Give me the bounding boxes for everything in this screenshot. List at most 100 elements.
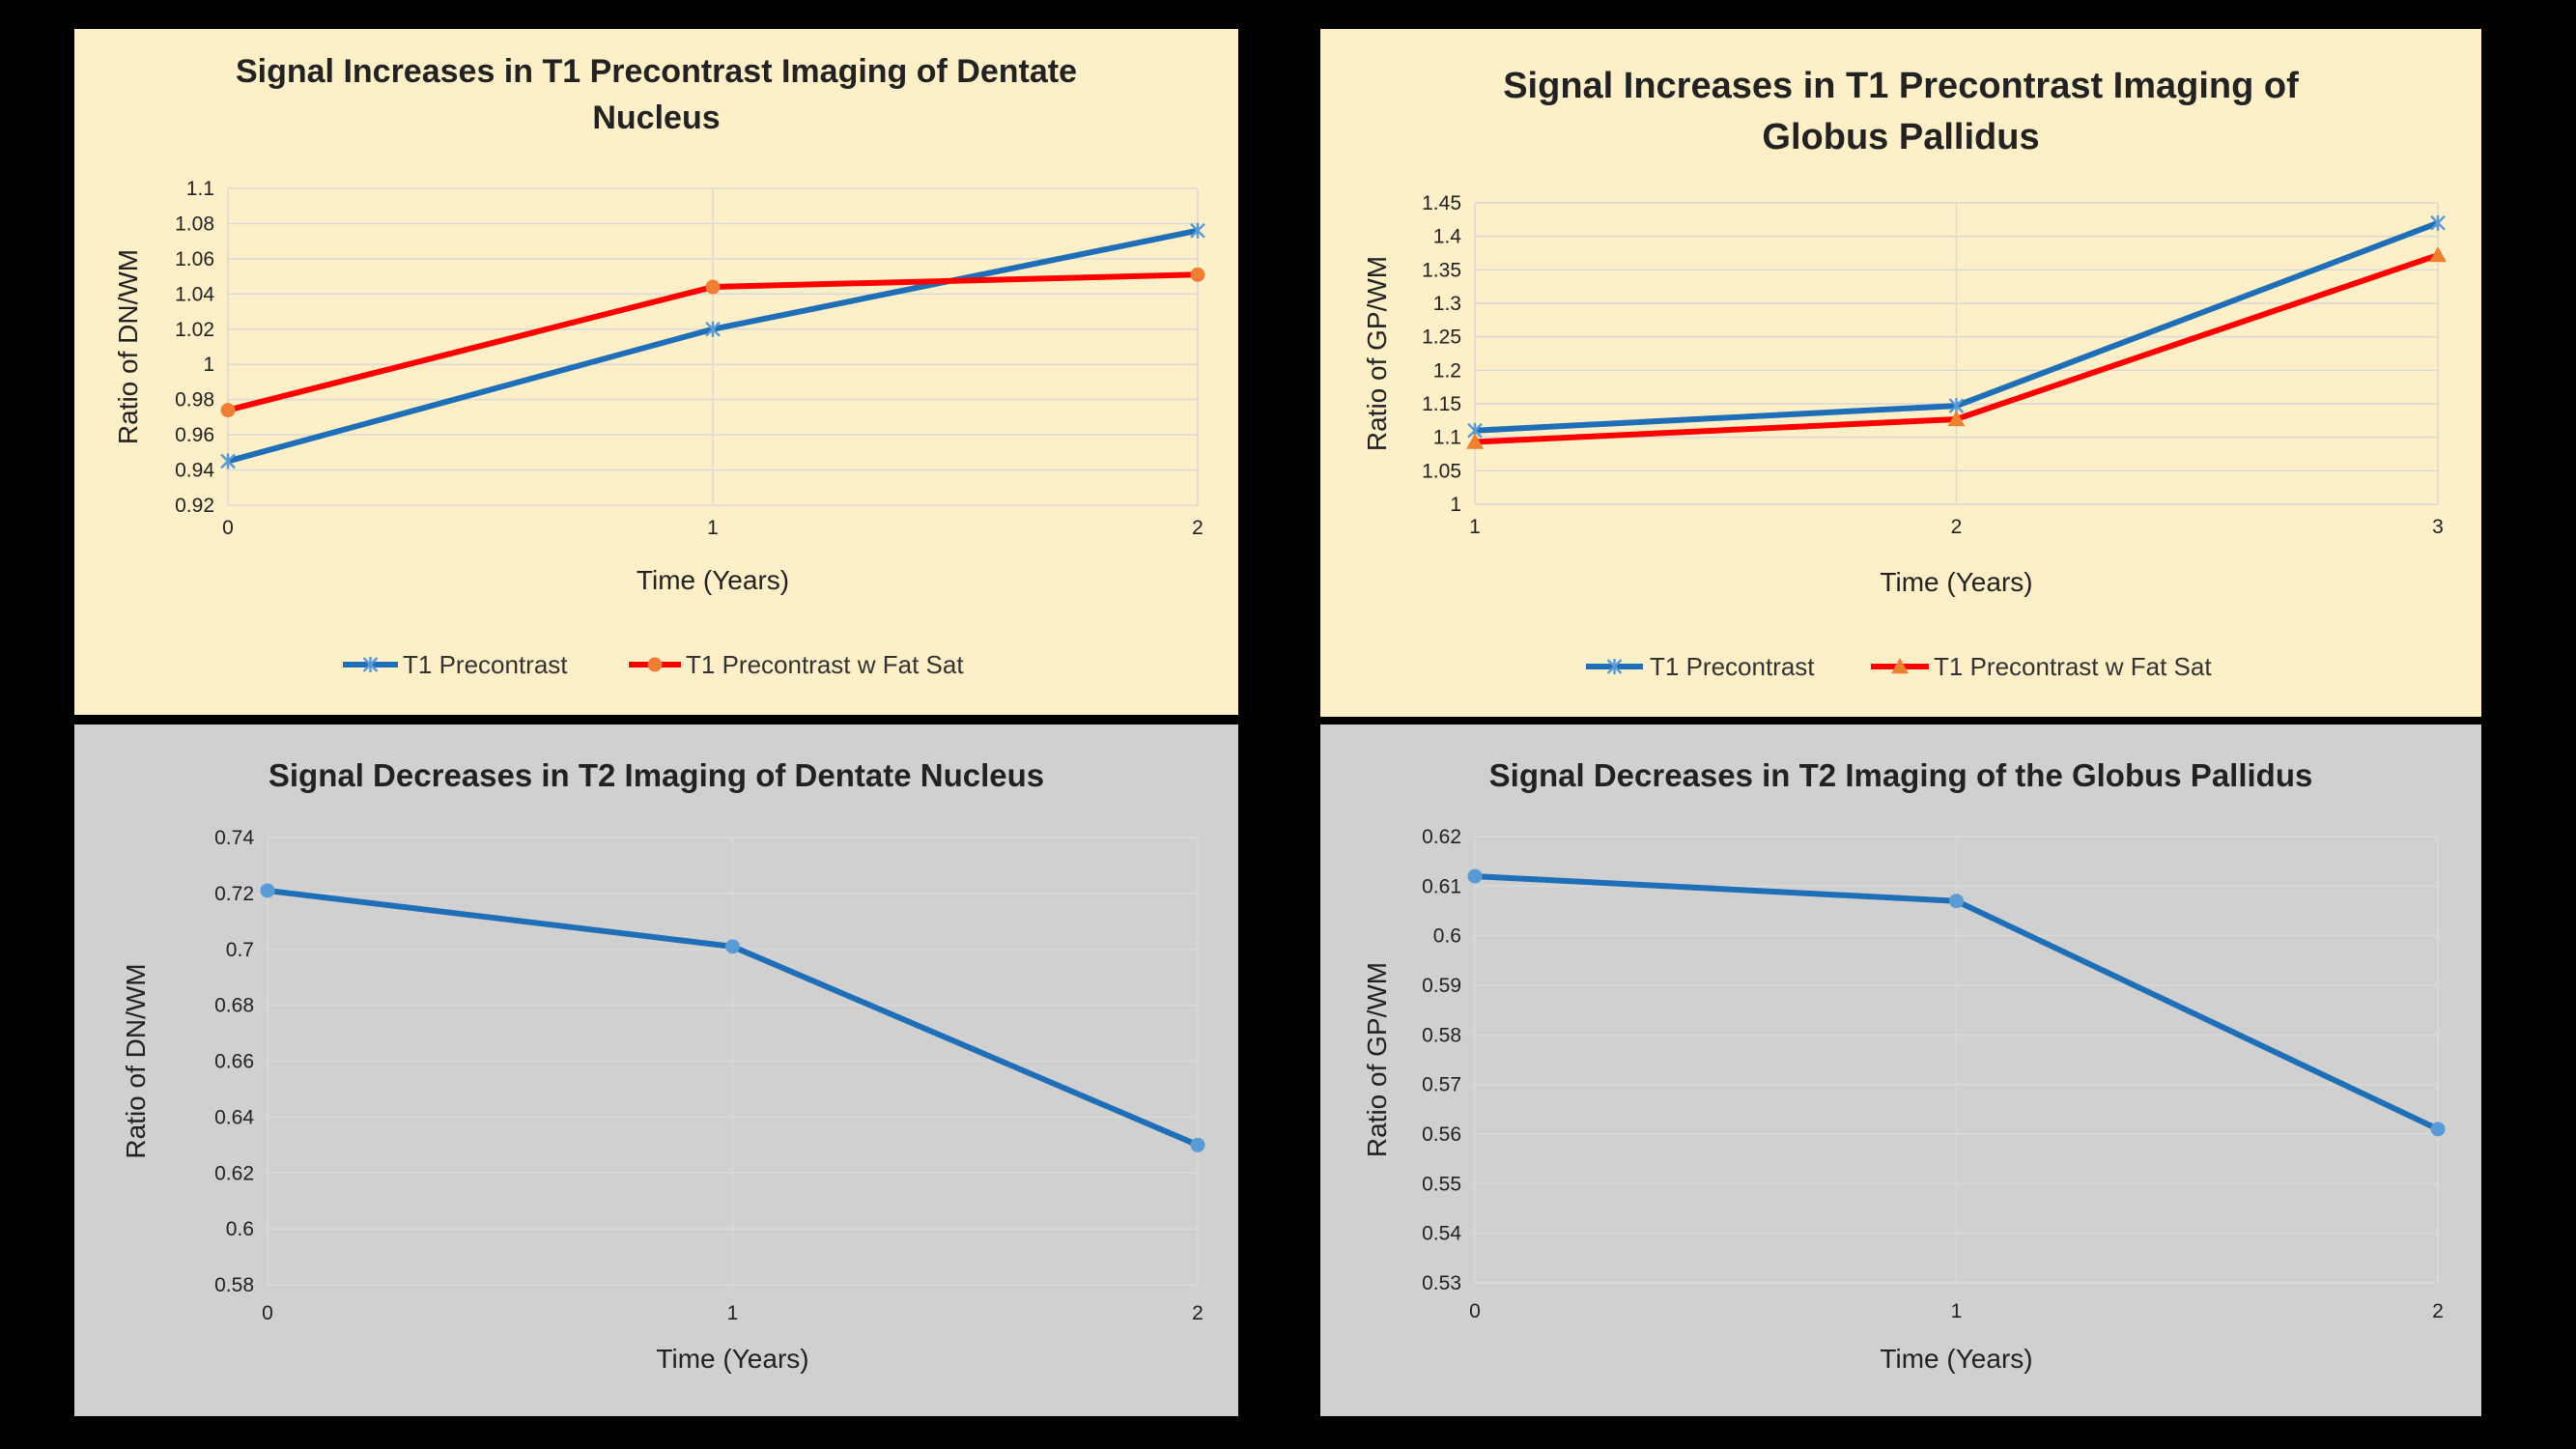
x-tick-label: 0 xyxy=(222,517,234,539)
data-point-marker xyxy=(1947,410,1966,427)
x-tick-label: 0 xyxy=(1469,1300,1481,1322)
chart-background xyxy=(74,29,1238,715)
x-tick-label: 2 xyxy=(2432,1300,2444,1322)
chart-panel-t2-globus-pallidus: Signal Decreases in T2 Imaging of the Gl… xyxy=(1320,724,2481,1416)
data-point-marker xyxy=(1190,1137,1205,1152)
y-tick-label: 0.61 xyxy=(1422,875,1461,897)
y-tick-label: 0.53 xyxy=(1422,1272,1461,1294)
y-axis-label: Ratio of GP/WM xyxy=(1362,962,1392,1157)
y-tick-label: 0.62 xyxy=(214,1162,254,1184)
x-tick-label: 2 xyxy=(1192,517,1203,539)
legend-label: T1 Precontrast xyxy=(403,650,568,679)
y-tick-label: 1.06 xyxy=(175,248,214,270)
chart-panel-t2-dentate-nucleus: Signal Decreases in T2 Imaging of Dentat… xyxy=(74,724,1238,1416)
y-tick-label: 1.02 xyxy=(175,319,214,341)
legend-item: T1 Precontrast xyxy=(1586,652,1815,681)
y-tick-label: 1.3 xyxy=(1433,293,1461,315)
y-tick-label: 0.62 xyxy=(1422,826,1461,848)
data-point-marker xyxy=(1190,267,1205,282)
chart-background xyxy=(1320,724,2481,1416)
y-tick-label: 0.96 xyxy=(175,424,214,446)
y-tick-label: 1.25 xyxy=(1422,327,1461,349)
data-point-marker xyxy=(705,279,721,295)
y-axis-label: Ratio of GP/WM xyxy=(1362,256,1392,451)
series-0 xyxy=(220,222,1205,469)
x-axis-label: Time (Years) xyxy=(1880,567,2032,597)
data-point-marker xyxy=(1891,658,1909,674)
data-point-marker xyxy=(2429,246,2447,263)
y-tick-label: 1.1 xyxy=(1433,427,1461,449)
x-tick-label: 0 xyxy=(262,1302,273,1324)
series-0 xyxy=(1467,214,2446,439)
data-point-marker xyxy=(1467,868,1483,884)
chart-background xyxy=(74,724,1238,1416)
data-point-marker xyxy=(362,657,379,672)
chart-title: Nucleus xyxy=(592,99,720,136)
data-point-marker xyxy=(2430,214,2446,231)
y-tick-label: 1.1 xyxy=(186,178,214,200)
y-tick-label: 1 xyxy=(203,354,214,376)
y-tick-label: 1.08 xyxy=(175,213,214,235)
y-tick-label: 0.98 xyxy=(175,389,214,412)
chart-background xyxy=(1320,29,2481,717)
x-tick-label: 3 xyxy=(2432,516,2444,538)
chart-panel-t1-globus-pallidus: Signal Increases in T1 Precontrast Imagi… xyxy=(1320,29,2481,717)
y-tick-label: 0.94 xyxy=(175,460,214,482)
chart-panel-t1-dentate-nucleus: Signal Increases in T1 Precontrast Imagi… xyxy=(74,29,1238,715)
y-tick-label: 1 xyxy=(1450,494,1461,516)
y-tick-label: 0.56 xyxy=(1422,1123,1461,1146)
x-tick-label: 2 xyxy=(1192,1302,1203,1324)
y-tick-label: 1.2 xyxy=(1433,359,1461,382)
data-point-marker xyxy=(725,939,740,954)
y-tick-label: 0.54 xyxy=(1422,1223,1461,1245)
x-tick-label: 1 xyxy=(707,517,719,539)
data-point-marker xyxy=(220,403,236,418)
data-point-marker xyxy=(220,453,236,469)
legend-label: T1 Precontrast w Fat Sat xyxy=(686,650,964,679)
y-tick-label: 0.58 xyxy=(1422,1024,1461,1046)
chart-title: Signal Increases in T1 Precontrast Imagi… xyxy=(236,53,1077,90)
series-0 xyxy=(1467,868,2446,1137)
x-axis-label: Time (Years) xyxy=(656,1344,808,1374)
y-tick-label: 0.68 xyxy=(214,995,254,1017)
y-tick-label: 1.05 xyxy=(1422,460,1461,482)
y-tick-label: 0.6 xyxy=(1433,925,1461,948)
chart-title: Signal Decreases in T2 Imaging of Dentat… xyxy=(269,757,1044,793)
y-tick-label: 1.45 xyxy=(1422,192,1461,214)
x-axis-label: Time (Years) xyxy=(637,565,789,595)
y-tick-label: 1.04 xyxy=(175,283,214,305)
x-tick-label: 1 xyxy=(1469,516,1481,538)
y-tick-label: 0.6 xyxy=(226,1218,254,1240)
y-tick-label: 1.35 xyxy=(1422,259,1461,281)
chart-title: Signal Decreases in T2 Imaging of the Gl… xyxy=(1489,757,2313,793)
x-tick-label: 2 xyxy=(1951,516,1963,538)
x-axis-label: Time (Years) xyxy=(1880,1344,2032,1374)
y-tick-label: 0.92 xyxy=(175,495,214,517)
y-axis-label: Ratio of DN/WM xyxy=(113,249,143,444)
legend-item: T1 Precontrast w Fat Sat xyxy=(1871,652,2212,681)
series-0 xyxy=(260,883,1205,1152)
legend-label: T1 Precontrast w Fat Sat xyxy=(1934,652,2212,681)
legend-item: T1 Precontrast xyxy=(343,650,568,679)
chart-title: Globus Pallidus xyxy=(1762,117,2039,157)
y-tick-label: 0.57 xyxy=(1422,1074,1461,1096)
x-tick-label: 1 xyxy=(727,1302,739,1324)
y-tick-label: 0.72 xyxy=(214,883,254,905)
y-tick-label: 1.4 xyxy=(1433,226,1462,248)
y-tick-label: 0.74 xyxy=(214,827,254,849)
series-1 xyxy=(220,267,1205,418)
y-tick-label: 0.66 xyxy=(214,1051,254,1073)
y-tick-label: 0.64 xyxy=(214,1106,254,1128)
data-point-marker xyxy=(2430,1122,2446,1137)
data-point-marker xyxy=(1949,894,1964,909)
y-axis-label: Ratio of DN/WM xyxy=(121,963,151,1158)
legend-item: T1 Precontrast w Fat Sat xyxy=(629,650,964,679)
data-point-marker xyxy=(647,657,663,672)
data-point-marker xyxy=(705,321,721,337)
x-tick-label: 1 xyxy=(1951,1300,1963,1322)
y-tick-label: 0.55 xyxy=(1422,1173,1461,1195)
data-point-marker xyxy=(1606,659,1623,674)
y-tick-label: 0.59 xyxy=(1422,975,1461,997)
series-1 xyxy=(1466,246,2447,449)
data-point-marker xyxy=(1190,222,1205,239)
